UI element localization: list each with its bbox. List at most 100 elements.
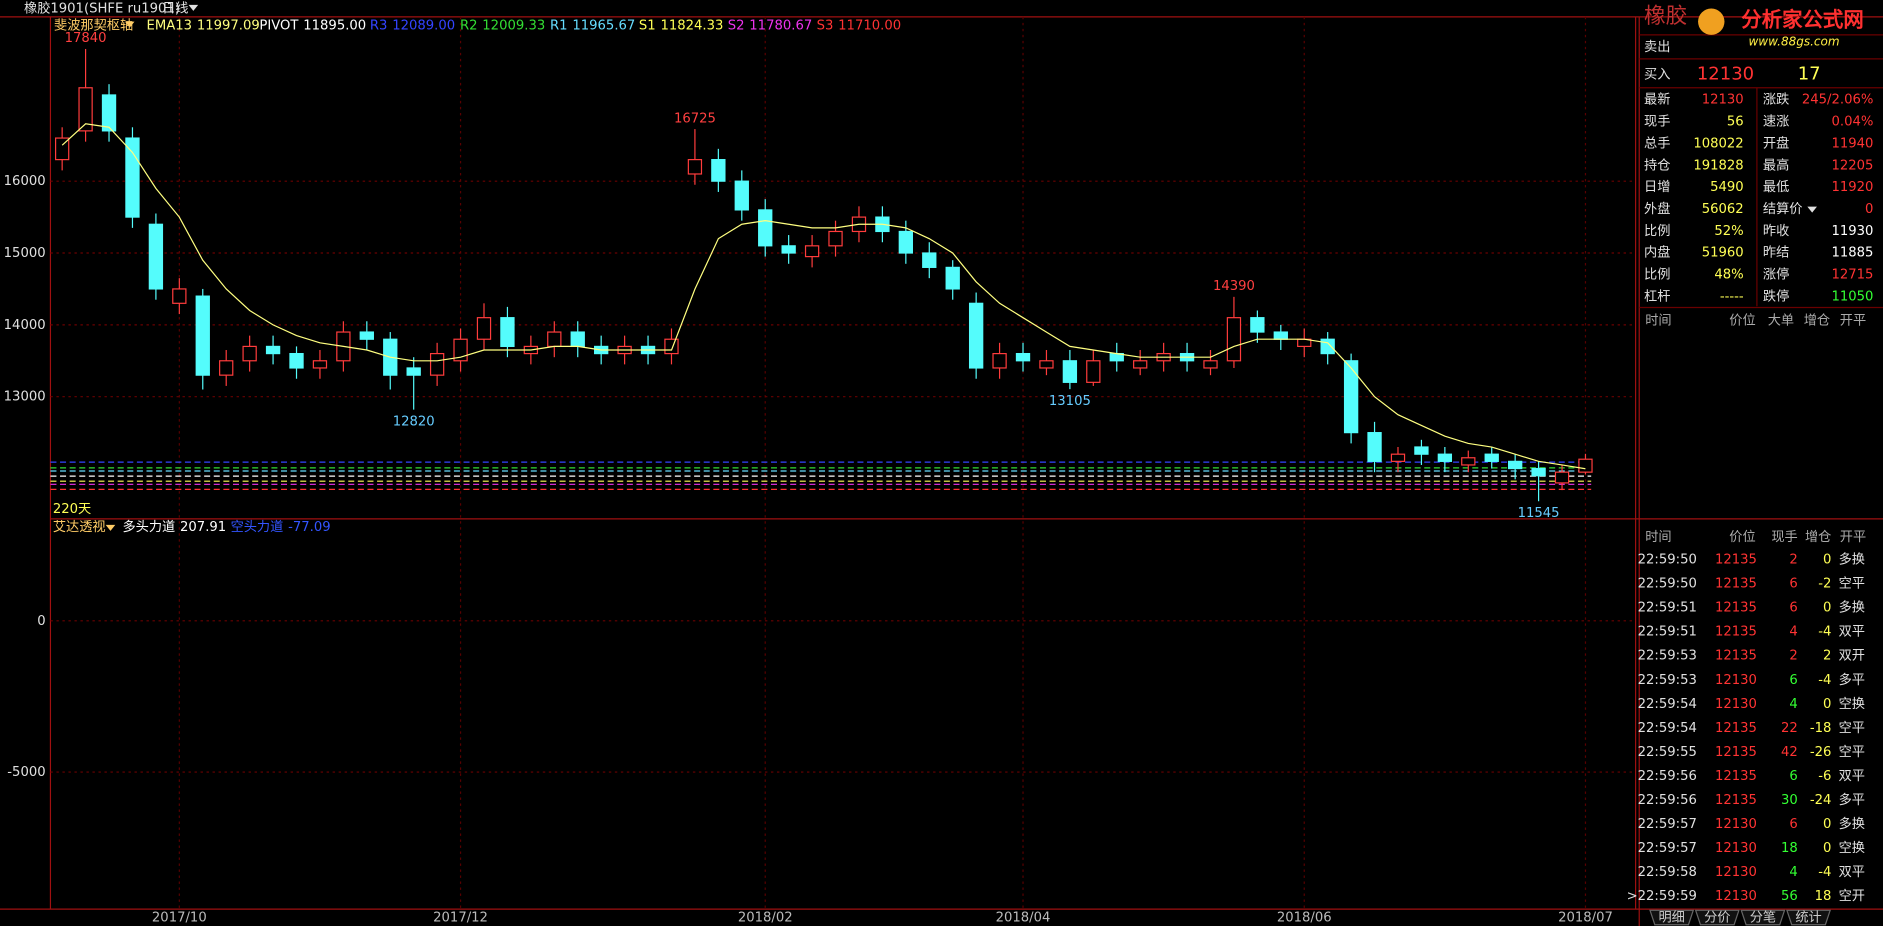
tab[interactable]: 分笔	[1750, 910, 1776, 926]
dropdown-arrow	[188, 4, 199, 11]
trade-price: 12130	[1715, 673, 1757, 688]
trade-time: 22:59:57	[1638, 817, 1697, 832]
trade-price: 12135	[1715, 793, 1757, 808]
trade-type: 多换	[1839, 815, 1865, 832]
quote-label: 最新	[1644, 92, 1670, 108]
trade-type: 空平	[1839, 720, 1865, 736]
y-tick-label: 0	[37, 614, 45, 629]
candle-body	[1461, 457, 1476, 466]
quote-label: 跌停	[1763, 287, 1789, 304]
tab[interactable]: 明细	[1658, 910, 1684, 926]
trade-type: 双开	[1839, 649, 1865, 664]
quote-value: 51960	[1702, 246, 1744, 261]
trade-time: 22:59:54	[1638, 697, 1697, 712]
price-indicator-title[interactable]: 斐波那契枢轴	[54, 17, 133, 33]
quote-value: 12715	[1831, 268, 1873, 283]
trade-change: 0	[1823, 601, 1831, 616]
candle-body	[804, 245, 820, 258]
trade-price: 12135	[1715, 601, 1757, 616]
legend-value: 207.91	[180, 520, 226, 535]
quote-name: 橡胶	[1644, 4, 1687, 29]
trade-change: 0	[1823, 841, 1831, 856]
tab[interactable]: 分价	[1704, 910, 1730, 926]
trade-type: 双平	[1839, 865, 1865, 880]
candle-body	[1390, 453, 1406, 462]
candle-body	[945, 266, 960, 290]
trade-volume: 4	[1789, 625, 1797, 640]
trade-volume: 6	[1789, 817, 1797, 832]
trade-time: 22:59:57	[1638, 841, 1697, 856]
x-tick-label: 2018/04	[996, 911, 1051, 926]
tab-shape[interactable]	[1694, 909, 1740, 926]
candle-body	[1062, 360, 1078, 383]
candle-body	[406, 367, 421, 376]
buy-volume: 17	[1798, 64, 1821, 85]
quote-value: -----	[1720, 289, 1744, 304]
trade-volume: 22	[1781, 721, 1798, 736]
candle-body	[898, 230, 913, 254]
quote-label: 昨收	[1763, 223, 1789, 239]
indicator-title[interactable]: 艾达透视	[53, 519, 106, 535]
candle-body	[500, 317, 515, 348]
trade-change: -26	[1810, 745, 1832, 760]
big-order-header: 开平	[1840, 314, 1866, 329]
trade-price: 12130	[1715, 697, 1757, 712]
quote-value: 108022	[1693, 136, 1743, 151]
trade-header: 现手	[1771, 529, 1797, 545]
x-tick-label: 2018/07	[1558, 911, 1613, 926]
y-tick-label: 14000	[4, 318, 46, 333]
quote-value: 0	[1865, 202, 1873, 217]
big-order-header: 价位	[1729, 313, 1755, 329]
trade-time: 22:59:56	[1638, 793, 1697, 808]
x-tick-label: 2017/10	[152, 911, 207, 926]
quote-value: 56	[1727, 115, 1744, 130]
trade-price: 12135	[1715, 625, 1757, 640]
quote-value: 12130	[1702, 93, 1744, 108]
tab[interactable]: 统计	[1795, 910, 1821, 926]
candle-body	[781, 245, 796, 254]
y-tick-label: 15000	[4, 246, 46, 261]
trade-time: 22:59:55	[1638, 745, 1697, 760]
period[interactable]: 日线	[162, 0, 188, 16]
trade-time: 22:59:50	[1638, 577, 1697, 592]
quote-label: 涨停	[1763, 266, 1789, 283]
y-tick-label: 16000	[4, 174, 46, 189]
candle-body	[711, 159, 726, 182]
quote-label: 昨结	[1763, 245, 1789, 261]
trade-volume: 6	[1789, 577, 1797, 592]
quote-value: 11940	[1831, 136, 1873, 151]
candle-body	[1531, 467, 1546, 477]
legend-name: 空头力道	[231, 519, 284, 535]
candle-body	[1133, 360, 1148, 369]
trade-header: 增仓	[1805, 529, 1831, 545]
trade-volume: 30	[1781, 793, 1798, 808]
quote-value: 11885	[1831, 246, 1873, 261]
candle-body	[1203, 360, 1218, 369]
candle-body	[1484, 453, 1499, 462]
quote-label: 速涨	[1763, 114, 1789, 130]
tab-shape[interactable]	[1740, 909, 1786, 926]
trade-time: 22:59:54	[1638, 721, 1697, 736]
trade-change: -18	[1810, 721, 1832, 736]
trade-type: 双平	[1839, 769, 1865, 784]
candle-body	[664, 338, 679, 355]
trade-change: -4	[1818, 865, 1831, 880]
trade-type: 多换	[1839, 551, 1865, 568]
trade-volume: 2	[1789, 553, 1797, 568]
trade-price: 12130	[1715, 817, 1757, 832]
tab-shape[interactable]	[1786, 909, 1831, 926]
candle-body	[219, 360, 234, 376]
quote-label: 最高	[1763, 156, 1789, 173]
legend-value: 11895.00	[303, 18, 366, 33]
candle-body	[172, 288, 187, 304]
big-order-header: 增仓	[1804, 313, 1830, 329]
trade-volume: 2	[1789, 649, 1797, 664]
trade-volume: 56	[1781, 889, 1798, 904]
quote-label: 结算价	[1763, 201, 1803, 217]
symbol: 橡胶1901(SHFE ru1901)	[24, 0, 180, 16]
trade-change: 0	[1823, 553, 1831, 568]
quote-value: 11050	[1831, 289, 1873, 304]
tab-shape[interactable]	[1649, 909, 1695, 926]
candle-body	[1343, 360, 1359, 434]
trade-price: 12135	[1715, 769, 1757, 784]
